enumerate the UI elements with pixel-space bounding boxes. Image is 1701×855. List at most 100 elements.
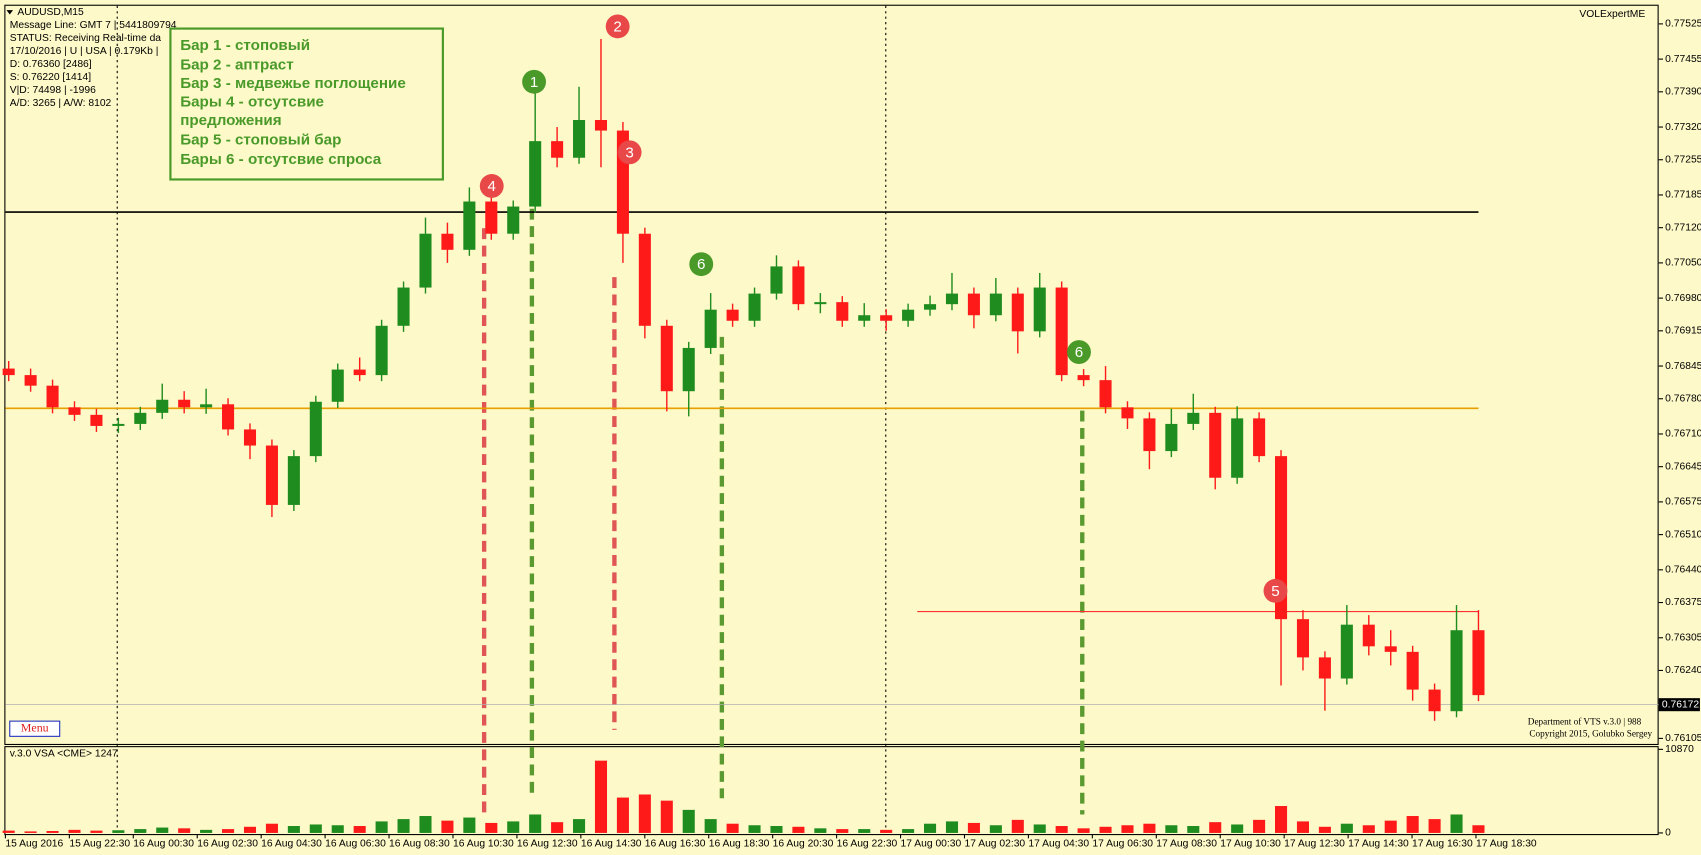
candle-body	[1340, 624, 1353, 679]
candle-body	[1231, 418, 1244, 478]
candle-body	[836, 302, 849, 321]
volume-bar	[463, 817, 476, 833]
candle-body	[1165, 423, 1178, 452]
volume-bar	[1340, 823, 1353, 833]
volume-bar	[309, 824, 322, 833]
x-tick-label: 15 Aug 2016	[5, 839, 63, 850]
candle-body	[485, 201, 498, 234]
volume-bar	[616, 797, 629, 833]
legend-line: Бар 1 - стоповый	[180, 37, 310, 54]
y-tick-label: 0.76710	[1665, 429, 1701, 440]
legend-line: предложения	[180, 112, 281, 129]
volume-bar	[1428, 819, 1441, 833]
annotation-badge	[1263, 578, 1288, 603]
candle-body	[375, 325, 388, 376]
candle-body	[1275, 456, 1288, 620]
candle-body	[1253, 418, 1266, 457]
x-tick-label: 17 Aug 10:30	[1220, 839, 1281, 850]
marker-lines	[481, 174, 1085, 815]
y-tick-label: 0.76375	[1665, 597, 1701, 608]
volume-bar	[967, 822, 980, 833]
y2-tick-label: 10870	[1665, 744, 1694, 755]
y-tick-label: 0.76915	[1665, 326, 1701, 337]
candle-body	[222, 404, 235, 430]
candle-body	[1384, 646, 1397, 652]
candle-body	[726, 309, 739, 321]
volume-bar	[2, 830, 15, 833]
x-tick-label: 16 Aug 04:30	[261, 839, 322, 850]
annotation-badge	[617, 140, 642, 165]
volume-bar	[90, 830, 103, 833]
volume-bar	[1275, 806, 1288, 833]
volume-bar	[726, 823, 739, 833]
volume-bar	[792, 826, 805, 833]
annotation-label: 4	[488, 178, 496, 195]
x-tick-label: 16 Aug 16:30	[645, 839, 706, 850]
volume-bar	[1406, 816, 1419, 833]
candle-body	[1362, 624, 1375, 647]
candle-body	[1033, 287, 1046, 332]
volume-bar	[748, 825, 761, 833]
annotation-badge	[479, 174, 504, 198]
volume-bar	[353, 826, 366, 833]
candle-body	[1055, 287, 1068, 376]
candle-body	[1121, 407, 1134, 419]
x-tick-label: 17 Aug 06:30	[1092, 839, 1153, 850]
candle-body	[1011, 293, 1024, 332]
candle-body	[243, 429, 257, 446]
info-line: A/D: 3265 | A/W: 8102	[10, 98, 112, 109]
candle-body	[24, 375, 37, 386]
candle-body	[529, 141, 542, 207]
y-tick-label: 0.77050	[1665, 258, 1701, 269]
x-tick-label: 16 Aug 08:30	[389, 839, 450, 850]
annotation-badge	[1067, 340, 1091, 364]
candle-body	[967, 293, 980, 316]
candle-body	[419, 233, 432, 288]
annotation-label: 6	[1075, 344, 1083, 361]
volume-bar	[134, 829, 147, 833]
volume-bar	[551, 822, 564, 833]
info-line: 17/10/2016 | U | USA | 0.179Kb |	[10, 46, 159, 57]
volume-bar	[902, 829, 915, 833]
x-tick-label: 15 Aug 22:30	[69, 839, 130, 850]
candle-body	[814, 302, 827, 305]
y-tick-label: 0.76845	[1665, 361, 1701, 372]
annotation-label: 3	[625, 144, 633, 161]
candle-body	[902, 309, 915, 321]
volume-bar	[156, 827, 169, 833]
y-tick-label: 0.77320	[1665, 122, 1701, 133]
candle-body	[331, 369, 344, 402]
candle-body	[551, 141, 564, 158]
info-line: STATUS: Receiving Real-time da	[10, 33, 162, 44]
y-tick-label: 0.76440	[1665, 565, 1701, 576]
x-tick-label: 16 Aug 02:30	[197, 839, 258, 850]
x-tick-label: 17 Aug 02:30	[964, 839, 1025, 850]
volume-bar	[704, 819, 717, 833]
menu-button[interactable]	[9, 720, 61, 737]
volume-bar	[880, 829, 893, 833]
volume-bar	[1362, 825, 1375, 833]
volume-bar	[836, 829, 849, 833]
candle-body	[46, 385, 59, 408]
volume-bar	[24, 831, 37, 833]
volume-bar	[1077, 828, 1090, 833]
candle-body	[156, 399, 169, 413]
legend-line: Бары 6 - отсутсвие спроса	[180, 151, 382, 168]
candle-body	[1472, 630, 1485, 696]
candle-body	[309, 401, 322, 457]
footer: Department of VTS v.3.0 | 988	[1528, 716, 1642, 726]
volume-bar	[924, 823, 937, 833]
symbol: AUDUSD,M15	[17, 7, 84, 18]
y-tick-label: 0.77455	[1665, 54, 1701, 65]
current-price-tag	[1658, 698, 1700, 712]
x-tick-label: 17 Aug 16:30	[1412, 839, 1473, 850]
volume-bar	[287, 826, 300, 833]
candle-body	[858, 315, 871, 321]
x-tick-label: 17 Aug 18:30	[1476, 839, 1537, 850]
candle-body	[134, 412, 147, 424]
y2-tick-label: 0	[1665, 828, 1671, 839]
volume-bar	[243, 826, 257, 833]
menu-label[interactable]: Menu	[21, 720, 49, 734]
candle-body	[441, 233, 454, 250]
